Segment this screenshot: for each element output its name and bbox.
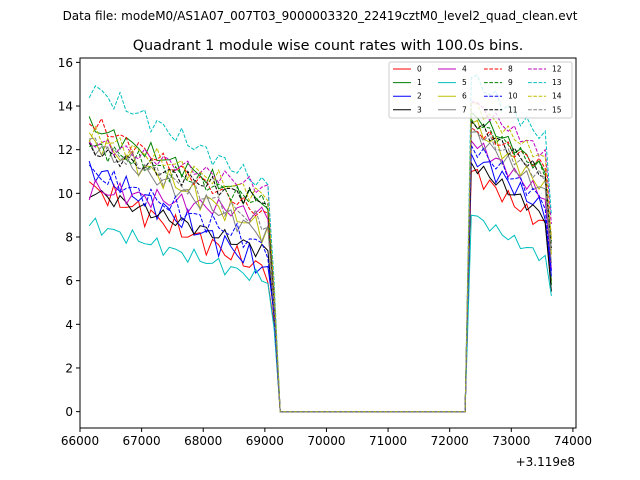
legend-label-11: 11 (508, 105, 518, 114)
series-line-10 (88, 145, 552, 413)
series-line-4 (88, 139, 552, 413)
x-tick-label: 71000 (369, 434, 407, 448)
chart-title: Quadrant 1 module wise count rates with … (133, 38, 524, 54)
series-line-5 (88, 214, 552, 413)
legend-label-15: 15 (552, 105, 562, 114)
series-line-11 (88, 120, 552, 413)
x-tick-label: 73000 (492, 434, 530, 448)
legend-label-4: 4 (462, 65, 467, 74)
x-tick-label: 69000 (246, 434, 284, 448)
series-line-12 (88, 101, 552, 413)
y-tick-label: 16 (58, 56, 73, 70)
legend-label-8: 8 (508, 65, 513, 74)
y-tick-label: 12 (58, 143, 73, 157)
y-tick-label: 14 (58, 100, 73, 114)
legend-label-9: 9 (508, 78, 513, 87)
plot-lines (88, 74, 552, 413)
series-line-13 (88, 74, 552, 413)
x-axis: 66000 67000 68000 69000 70000 71000 72000 73000… (61, 428, 592, 448)
legend-label-10: 10 (508, 92, 518, 101)
y-tick-label: 0 (65, 405, 73, 419)
x-offset-label: +3.119e8 (516, 455, 575, 469)
series-line-3 (88, 160, 552, 413)
series-line-2 (88, 153, 552, 413)
y-tick-label: 2 (65, 361, 73, 375)
x-tick-label: 67000 (123, 434, 161, 448)
legend-label-13: 13 (552, 78, 562, 87)
series-line-9 (89, 117, 552, 413)
y-axis: 0 2 4 6 8 10 12 14 16 (58, 56, 80, 419)
plot-frame (79, 57, 577, 429)
y-tick-label: 8 (65, 230, 73, 244)
datafile-label: Data file: modeM0/AS1A07_007T03_90000033… (63, 9, 578, 23)
series-line-15 (89, 126, 552, 413)
y-tick-label: 4 (65, 318, 73, 332)
x-tick-label: 66000 (61, 434, 99, 448)
legend-label-12: 12 (552, 65, 562, 74)
legend-label-0: 0 (417, 65, 422, 74)
y-tick-label: 6 (65, 274, 73, 288)
x-tick-label: 72000 (431, 434, 469, 448)
series-line-14 (88, 103, 552, 413)
x-tick-label: 70000 (307, 434, 345, 448)
legend-label-7: 7 (462, 105, 467, 114)
legend-label-14: 14 (552, 92, 562, 101)
legend-label-5: 5 (462, 78, 467, 87)
series-line-0 (88, 168, 552, 413)
legend-label-3: 3 (417, 105, 422, 114)
x-tick-label: 74000 (554, 434, 592, 448)
legend-label-6: 6 (462, 92, 467, 101)
series-line-8 (88, 117, 552, 413)
x-tick-label: 68000 (184, 434, 222, 448)
series-line-1 (88, 111, 552, 413)
legend-box (388, 61, 573, 119)
series-line-7 (88, 131, 552, 413)
y-tick-label: 10 (58, 187, 73, 201)
legend-label-1: 1 (417, 78, 422, 87)
legend-label-2: 2 (417, 92, 422, 101)
